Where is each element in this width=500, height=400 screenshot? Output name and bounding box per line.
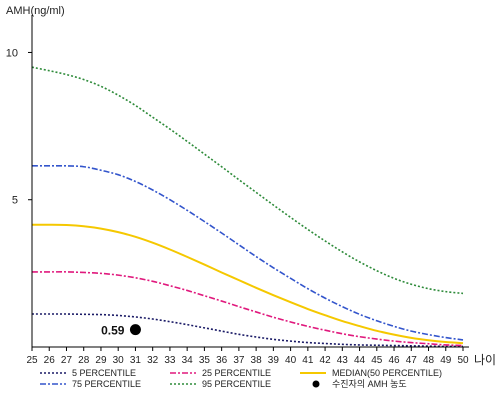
x-tick-label: 42 — [320, 355, 332, 366]
x-tick-label: 46 — [388, 355, 400, 366]
x-tick-label: 44 — [354, 355, 366, 366]
x-tick-label: 43 — [337, 355, 349, 366]
series-line-4 — [31, 66, 464, 295]
x-tick-label: 30 — [113, 355, 125, 366]
x-tick-label: 25 — [26, 355, 38, 366]
legend-marker-label: 수진자의 AMH 농도 — [332, 379, 407, 389]
x-tick-label: 31 — [130, 355, 142, 366]
legend-marker-swatch — [312, 380, 320, 388]
legend-label: 25 PERCENTILE — [202, 368, 271, 378]
legend: 5 PERCENTILE 25 PERCENTILE MEDIAN(50 PERCE… — [40, 368, 442, 389]
patient-marker-layer: 0.59 — [101, 324, 141, 338]
x-tick-label: 48 — [423, 355, 435, 366]
x-tick-label: 27 — [61, 355, 73, 366]
x-tick-label: 35 — [199, 355, 211, 366]
x-tick-label: 28 — [78, 355, 90, 366]
legend-label: MEDIAN(50 PERCENTILE) — [332, 368, 442, 378]
series-line-2 — [31, 223, 464, 345]
x-tick-label: 36 — [216, 355, 228, 366]
x-tick-label: 38 — [251, 355, 263, 366]
x-tick-label: 34 — [182, 355, 194, 366]
x-tick-label: 47 — [406, 355, 418, 366]
x-tick-label: 41 — [302, 355, 314, 366]
x-tick-label: 29 — [95, 355, 107, 366]
x-tick-label: 39 — [268, 355, 280, 366]
x-tick-label: 33 — [164, 355, 176, 366]
y-tick-label: 10 — [6, 47, 18, 59]
percentile-curves — [31, 66, 464, 348]
x-tick-label: 40 — [285, 355, 297, 366]
x-tick-label: 37 — [233, 355, 245, 366]
patient-amh-point — [129, 324, 141, 336]
series-line-3 — [32, 164, 464, 341]
y-tick-label: 5 — [12, 195, 18, 207]
x-tick-label: 45 — [371, 355, 383, 366]
y-axis-label: AMH(ng/ml) — [6, 5, 65, 17]
axes: 5 10 25 26 27 28 29 30 31 32 33 34 35 36 37 38 39 40 41 42 4… — [6, 15, 469, 366]
x-tick-label: 26 — [44, 355, 56, 366]
x-axis-label: 나이 — [474, 353, 496, 367]
patient-amh-value-label: 0.59 — [101, 324, 125, 338]
series-line-1 — [31, 271, 464, 347]
legend-label: 75 PERCENTILE — [72, 379, 141, 389]
legend-label: 5 PERCENTILE — [72, 368, 136, 378]
x-tick-label: 49 — [440, 355, 452, 366]
x-tick-label: 32 — [147, 355, 159, 366]
series-line-0 — [32, 313, 464, 348]
legend-label: 95 PERCENTILE — [202, 379, 271, 389]
x-tick-label: 50 — [457, 355, 469, 366]
